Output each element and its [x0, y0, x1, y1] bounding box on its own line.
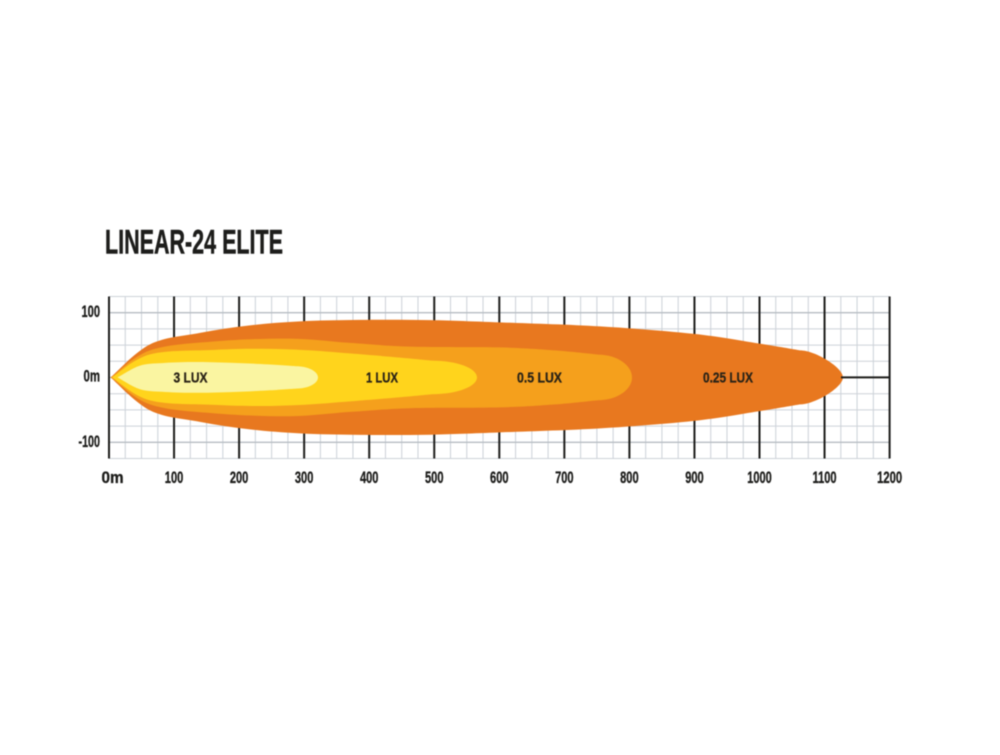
svg-text:0m: 0m [102, 468, 124, 487]
svg-text:LINEAR-24 ELITE: LINEAR-24 ELITE [105, 224, 283, 262]
svg-text:3 LUX: 3 LUX [174, 370, 208, 387]
svg-text:400: 400 [360, 468, 379, 487]
svg-text:0.25 LUX: 0.25 LUX [703, 370, 753, 387]
svg-text:100: 100 [82, 302, 101, 321]
svg-text:700: 700 [555, 468, 574, 487]
svg-text:200: 200 [230, 468, 249, 487]
svg-text:1200: 1200 [877, 468, 902, 487]
svg-text:800: 800 [620, 468, 639, 487]
svg-text:0.5 LUX: 0.5 LUX [517, 370, 562, 387]
svg-text:0m: 0m [84, 367, 101, 386]
svg-text:600: 600 [490, 468, 509, 487]
svg-text:1000: 1000 [747, 468, 772, 487]
svg-text:500: 500 [425, 468, 444, 487]
svg-text:-100: -100 [79, 432, 101, 451]
svg-text:300: 300 [295, 468, 314, 487]
svg-text:1100: 1100 [813, 468, 837, 487]
svg-text:100: 100 [165, 468, 184, 487]
svg-text:900: 900 [685, 468, 704, 487]
svg-text:1 LUX: 1 LUX [366, 370, 398, 387]
